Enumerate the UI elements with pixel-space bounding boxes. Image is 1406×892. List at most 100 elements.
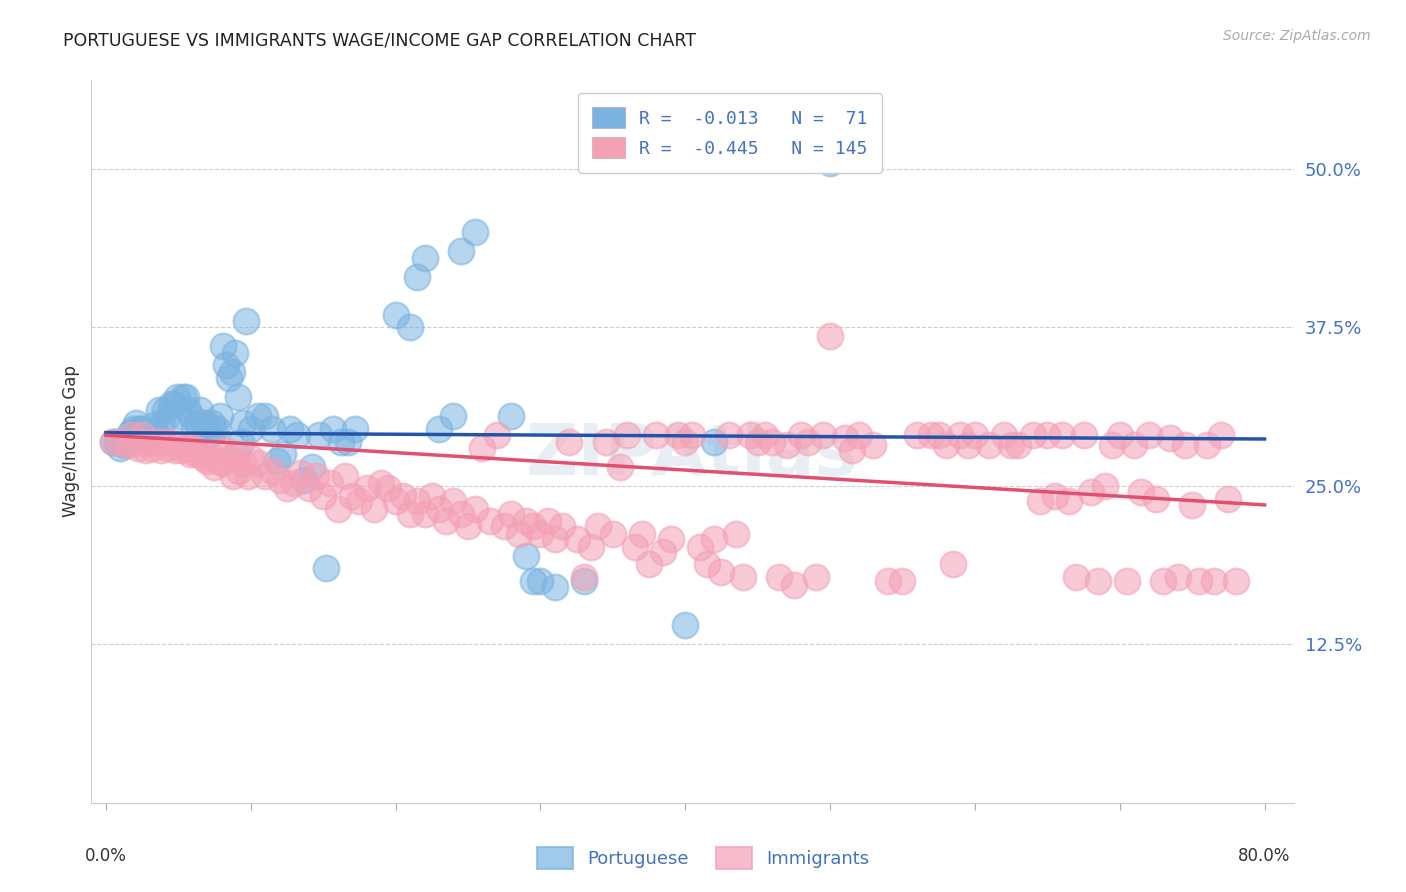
Point — [101, 434, 124, 449]
Point — [195, 453, 218, 467]
Point — [905, 428, 928, 442]
Point — [384, 494, 406, 508]
Point — [1130, 485, 1153, 500]
Point — [136, 434, 159, 449]
Point — [212, 339, 235, 353]
Point — [370, 476, 392, 491]
Point — [942, 558, 965, 572]
Point — [292, 473, 315, 487]
Point — [420, 489, 443, 503]
Point — [384, 308, 406, 322]
Point — [128, 422, 150, 436]
Point — [262, 464, 284, 478]
Point — [450, 507, 472, 521]
Point — [464, 226, 486, 240]
Point — [920, 428, 942, 442]
Point — [928, 428, 950, 442]
Point — [443, 409, 465, 424]
Point — [278, 422, 301, 436]
Point — [134, 428, 156, 442]
Point — [406, 494, 429, 508]
Point — [754, 428, 776, 442]
Point — [107, 434, 129, 449]
Y-axis label: Wage/Income Gap: Wage/Income Gap — [62, 366, 80, 517]
Point — [329, 434, 352, 449]
Point — [1218, 491, 1240, 506]
Point — [218, 371, 240, 385]
Point — [150, 416, 173, 430]
Point — [501, 507, 523, 521]
Point — [110, 434, 132, 449]
Point — [179, 447, 201, 461]
Point — [141, 441, 163, 455]
Point — [131, 428, 153, 442]
Point — [177, 402, 200, 417]
Point — [544, 532, 567, 546]
Point — [659, 532, 682, 546]
Point — [208, 453, 231, 467]
Legend: R =  -0.013   N =  71, R =  -0.445   N = 145: R = -0.013 N = 71, R = -0.445 N = 145 — [578, 93, 882, 172]
Point — [391, 489, 413, 503]
Point — [1087, 574, 1109, 588]
Point — [139, 428, 162, 442]
Point — [246, 456, 269, 470]
Point — [226, 390, 249, 404]
Point — [235, 314, 257, 328]
Text: ZIPAtlas: ZIPAtlas — [526, 422, 859, 491]
Point — [236, 468, 259, 483]
Point — [1209, 428, 1232, 442]
Point — [841, 443, 863, 458]
Point — [1225, 574, 1247, 588]
Point — [1116, 574, 1139, 588]
Point — [204, 422, 226, 436]
Point — [630, 527, 652, 541]
Point — [101, 434, 124, 449]
Point — [174, 441, 197, 455]
Point — [1036, 428, 1059, 442]
Point — [117, 434, 139, 449]
Point — [761, 434, 783, 449]
Point — [333, 468, 356, 483]
Point — [276, 482, 298, 496]
Point — [198, 447, 221, 461]
Point — [783, 578, 806, 592]
Point — [194, 416, 217, 430]
Point — [935, 438, 957, 452]
Point — [269, 473, 291, 487]
Point — [434, 515, 457, 529]
Point — [471, 441, 494, 455]
Point — [167, 438, 190, 452]
Point — [1050, 428, 1073, 442]
Point — [464, 501, 486, 516]
Point — [963, 428, 986, 442]
Point — [174, 390, 197, 404]
Point — [142, 418, 165, 433]
Point — [834, 431, 856, 445]
Point — [188, 402, 211, 417]
Point — [1000, 438, 1022, 452]
Point — [949, 428, 972, 442]
Point — [209, 409, 232, 424]
Text: PORTUGUESE VS IMMIGRANTS WAGE/INCOME GAP CORRELATION CHART: PORTUGUESE VS IMMIGRANTS WAGE/INCOME GAP… — [63, 31, 696, 49]
Point — [645, 428, 668, 442]
Point — [377, 482, 399, 496]
Point — [124, 434, 146, 449]
Text: 0.0%: 0.0% — [84, 847, 127, 865]
Point — [703, 532, 725, 546]
Point — [122, 422, 145, 436]
Point — [204, 459, 226, 474]
Point — [818, 329, 841, 343]
Point — [149, 443, 172, 458]
Point — [724, 527, 747, 541]
Point — [457, 519, 479, 533]
Point — [308, 428, 330, 442]
Point — [1007, 438, 1029, 452]
Point — [135, 443, 157, 458]
Point — [215, 359, 238, 373]
Point — [349, 494, 371, 508]
Point — [399, 320, 422, 334]
Point — [232, 456, 254, 470]
Point — [956, 438, 979, 452]
Point — [163, 396, 186, 410]
Point — [733, 570, 755, 584]
